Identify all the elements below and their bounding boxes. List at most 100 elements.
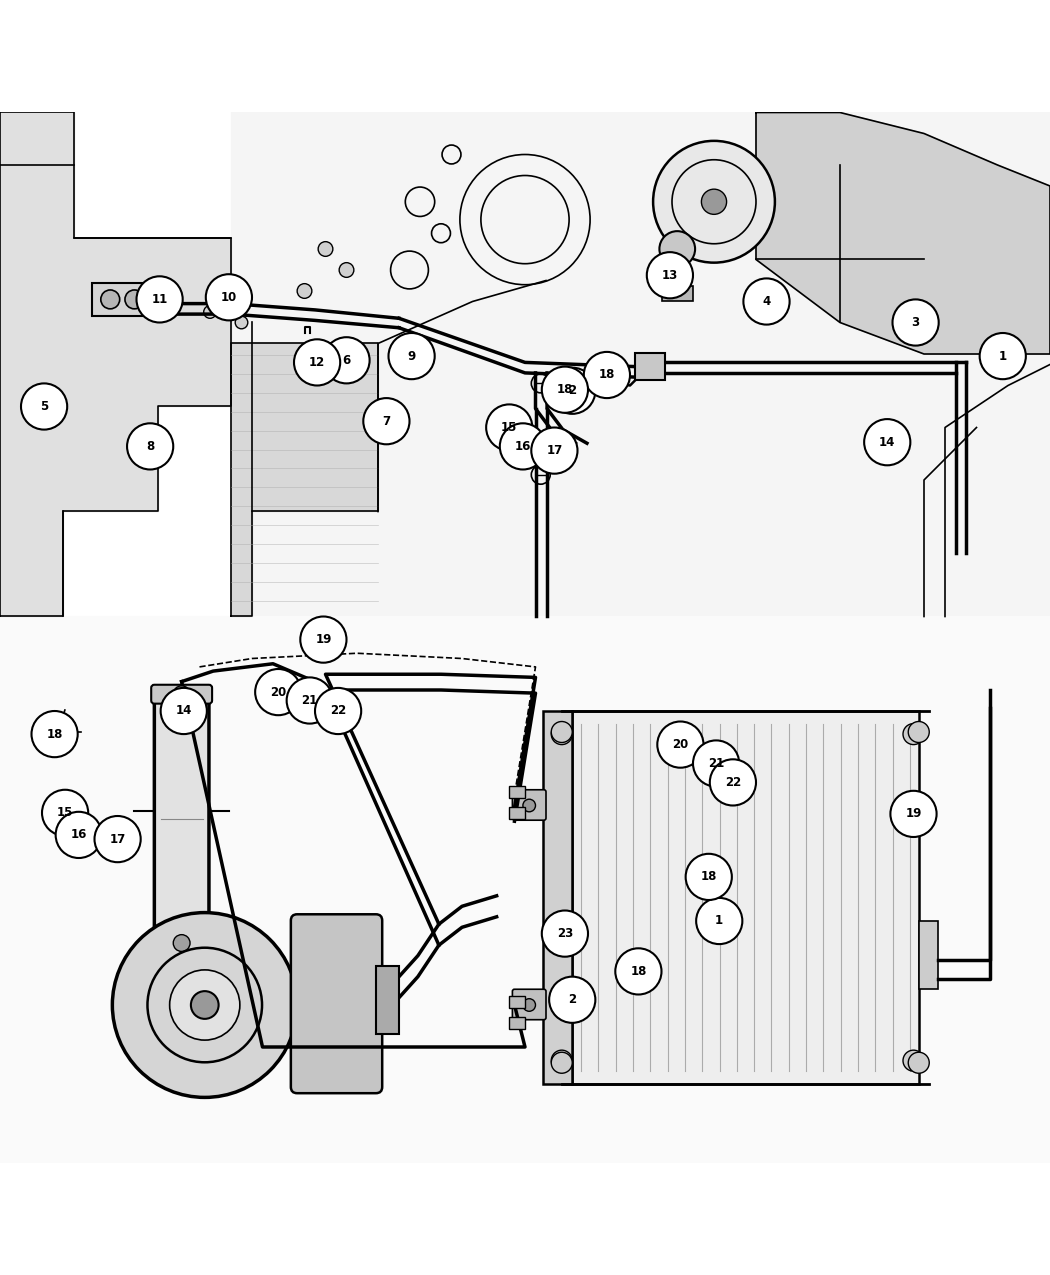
Circle shape bbox=[542, 367, 588, 413]
Circle shape bbox=[892, 300, 939, 346]
FancyBboxPatch shape bbox=[512, 789, 546, 820]
Circle shape bbox=[112, 913, 297, 1098]
Text: 4: 4 bbox=[762, 295, 771, 309]
Circle shape bbox=[323, 337, 370, 384]
Circle shape bbox=[500, 423, 546, 469]
Circle shape bbox=[523, 998, 536, 1011]
Circle shape bbox=[39, 713, 77, 751]
Circle shape bbox=[191, 991, 218, 1019]
Circle shape bbox=[235, 316, 248, 329]
Text: 5: 5 bbox=[40, 400, 48, 413]
Circle shape bbox=[300, 617, 346, 663]
Circle shape bbox=[486, 404, 532, 450]
Circle shape bbox=[173, 935, 190, 951]
Text: 18: 18 bbox=[556, 384, 573, 397]
Circle shape bbox=[170, 970, 239, 1040]
Circle shape bbox=[743, 278, 790, 325]
FancyBboxPatch shape bbox=[509, 785, 525, 798]
Text: 23: 23 bbox=[556, 927, 573, 940]
FancyBboxPatch shape bbox=[376, 966, 399, 1034]
Circle shape bbox=[318, 242, 333, 256]
Text: 18: 18 bbox=[598, 368, 615, 381]
Text: 11: 11 bbox=[151, 293, 168, 306]
Polygon shape bbox=[231, 112, 1050, 617]
Circle shape bbox=[696, 898, 742, 944]
FancyBboxPatch shape bbox=[151, 933, 212, 952]
FancyBboxPatch shape bbox=[580, 371, 603, 385]
Circle shape bbox=[551, 724, 572, 745]
Circle shape bbox=[647, 252, 693, 298]
Circle shape bbox=[710, 760, 756, 806]
Text: 19: 19 bbox=[315, 634, 332, 646]
FancyBboxPatch shape bbox=[509, 807, 525, 819]
Text: 6: 6 bbox=[342, 353, 351, 367]
Circle shape bbox=[173, 686, 190, 703]
Circle shape bbox=[294, 339, 340, 385]
Circle shape bbox=[125, 289, 144, 309]
Circle shape bbox=[980, 333, 1026, 379]
Text: 1: 1 bbox=[999, 349, 1007, 362]
Text: 10: 10 bbox=[220, 291, 237, 303]
FancyBboxPatch shape bbox=[154, 694, 209, 944]
Text: 18: 18 bbox=[46, 728, 63, 741]
Circle shape bbox=[339, 263, 354, 278]
Text: 17: 17 bbox=[109, 833, 126, 845]
Circle shape bbox=[549, 977, 595, 1023]
FancyBboxPatch shape bbox=[509, 996, 525, 1009]
FancyBboxPatch shape bbox=[543, 711, 572, 1084]
Text: 7: 7 bbox=[382, 414, 391, 427]
Circle shape bbox=[531, 427, 578, 474]
Text: 16: 16 bbox=[514, 440, 531, 453]
Text: 15: 15 bbox=[57, 806, 74, 820]
Circle shape bbox=[659, 231, 695, 266]
Text: 16: 16 bbox=[70, 829, 87, 842]
Circle shape bbox=[686, 854, 732, 900]
Text: 18: 18 bbox=[700, 871, 717, 884]
Polygon shape bbox=[0, 617, 1050, 1163]
Circle shape bbox=[615, 949, 662, 995]
Text: 13: 13 bbox=[662, 269, 678, 282]
Text: 17: 17 bbox=[546, 444, 563, 458]
Circle shape bbox=[584, 352, 630, 398]
Polygon shape bbox=[231, 343, 378, 617]
Circle shape bbox=[287, 677, 333, 724]
Circle shape bbox=[523, 799, 536, 812]
Circle shape bbox=[908, 1052, 929, 1074]
Circle shape bbox=[551, 1052, 572, 1074]
FancyBboxPatch shape bbox=[512, 989, 546, 1020]
Circle shape bbox=[549, 367, 595, 414]
Circle shape bbox=[21, 384, 67, 430]
Circle shape bbox=[32, 711, 78, 757]
Text: 20: 20 bbox=[672, 738, 689, 751]
Text: 14: 14 bbox=[879, 436, 896, 449]
Text: 15: 15 bbox=[501, 421, 518, 434]
Circle shape bbox=[388, 333, 435, 379]
Text: 9: 9 bbox=[407, 349, 416, 362]
Text: 20: 20 bbox=[270, 686, 287, 699]
Circle shape bbox=[542, 910, 588, 956]
Circle shape bbox=[903, 1051, 924, 1071]
FancyBboxPatch shape bbox=[919, 921, 938, 989]
Circle shape bbox=[127, 423, 173, 469]
Text: 18: 18 bbox=[630, 965, 647, 978]
Circle shape bbox=[551, 1051, 572, 1071]
Text: 14: 14 bbox=[175, 705, 192, 718]
Text: 3: 3 bbox=[911, 316, 920, 329]
Text: 22: 22 bbox=[724, 776, 741, 789]
Circle shape bbox=[903, 724, 924, 745]
Polygon shape bbox=[756, 112, 1050, 354]
Circle shape bbox=[551, 722, 572, 742]
FancyBboxPatch shape bbox=[509, 1016, 525, 1029]
Text: 12: 12 bbox=[309, 356, 326, 368]
Circle shape bbox=[297, 283, 312, 298]
Circle shape bbox=[255, 669, 301, 715]
Circle shape bbox=[56, 812, 102, 858]
Text: 21: 21 bbox=[708, 757, 724, 770]
Circle shape bbox=[136, 277, 183, 323]
Text: 2: 2 bbox=[568, 384, 576, 398]
Circle shape bbox=[315, 688, 361, 734]
Circle shape bbox=[908, 722, 929, 742]
Circle shape bbox=[701, 189, 727, 214]
FancyBboxPatch shape bbox=[92, 283, 154, 316]
FancyBboxPatch shape bbox=[151, 685, 212, 704]
